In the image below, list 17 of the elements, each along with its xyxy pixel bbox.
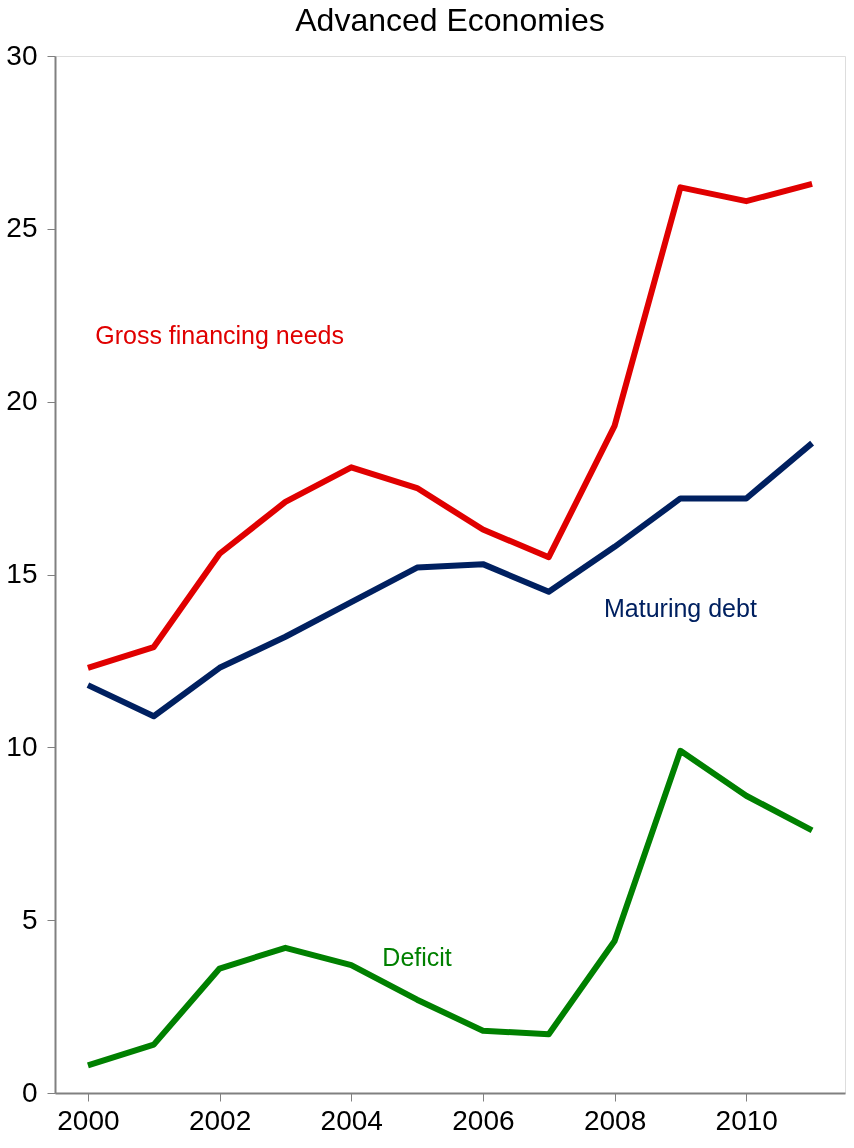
y-tick-label: 0 (21, 1076, 38, 1108)
x-tick-label: 2002 (188, 1104, 252, 1136)
x-tick-label: 2006 (452, 1104, 515, 1136)
x-tick-label: 2000 (57, 1104, 120, 1136)
x-tick-label: 2010 (715, 1104, 778, 1136)
y-tick-label: 15 (6, 558, 38, 589)
series-label: Maturing debt (603, 594, 757, 623)
y-tick-label: 25 (6, 212, 38, 244)
y-tick-label: 20 (6, 385, 38, 417)
y-tick-label: 30 (6, 39, 38, 71)
x-tick-label: 2008 (583, 1104, 647, 1136)
series-label: Deficit (382, 943, 452, 972)
y-tick-label: 5 (21, 903, 38, 935)
text: Gross financing needs (95, 320, 344, 349)
x-tick-label: 2004 (320, 1104, 383, 1136)
y-tick-label: 10 (6, 730, 38, 762)
chart-title: Advanced Economies (295, 2, 605, 38)
